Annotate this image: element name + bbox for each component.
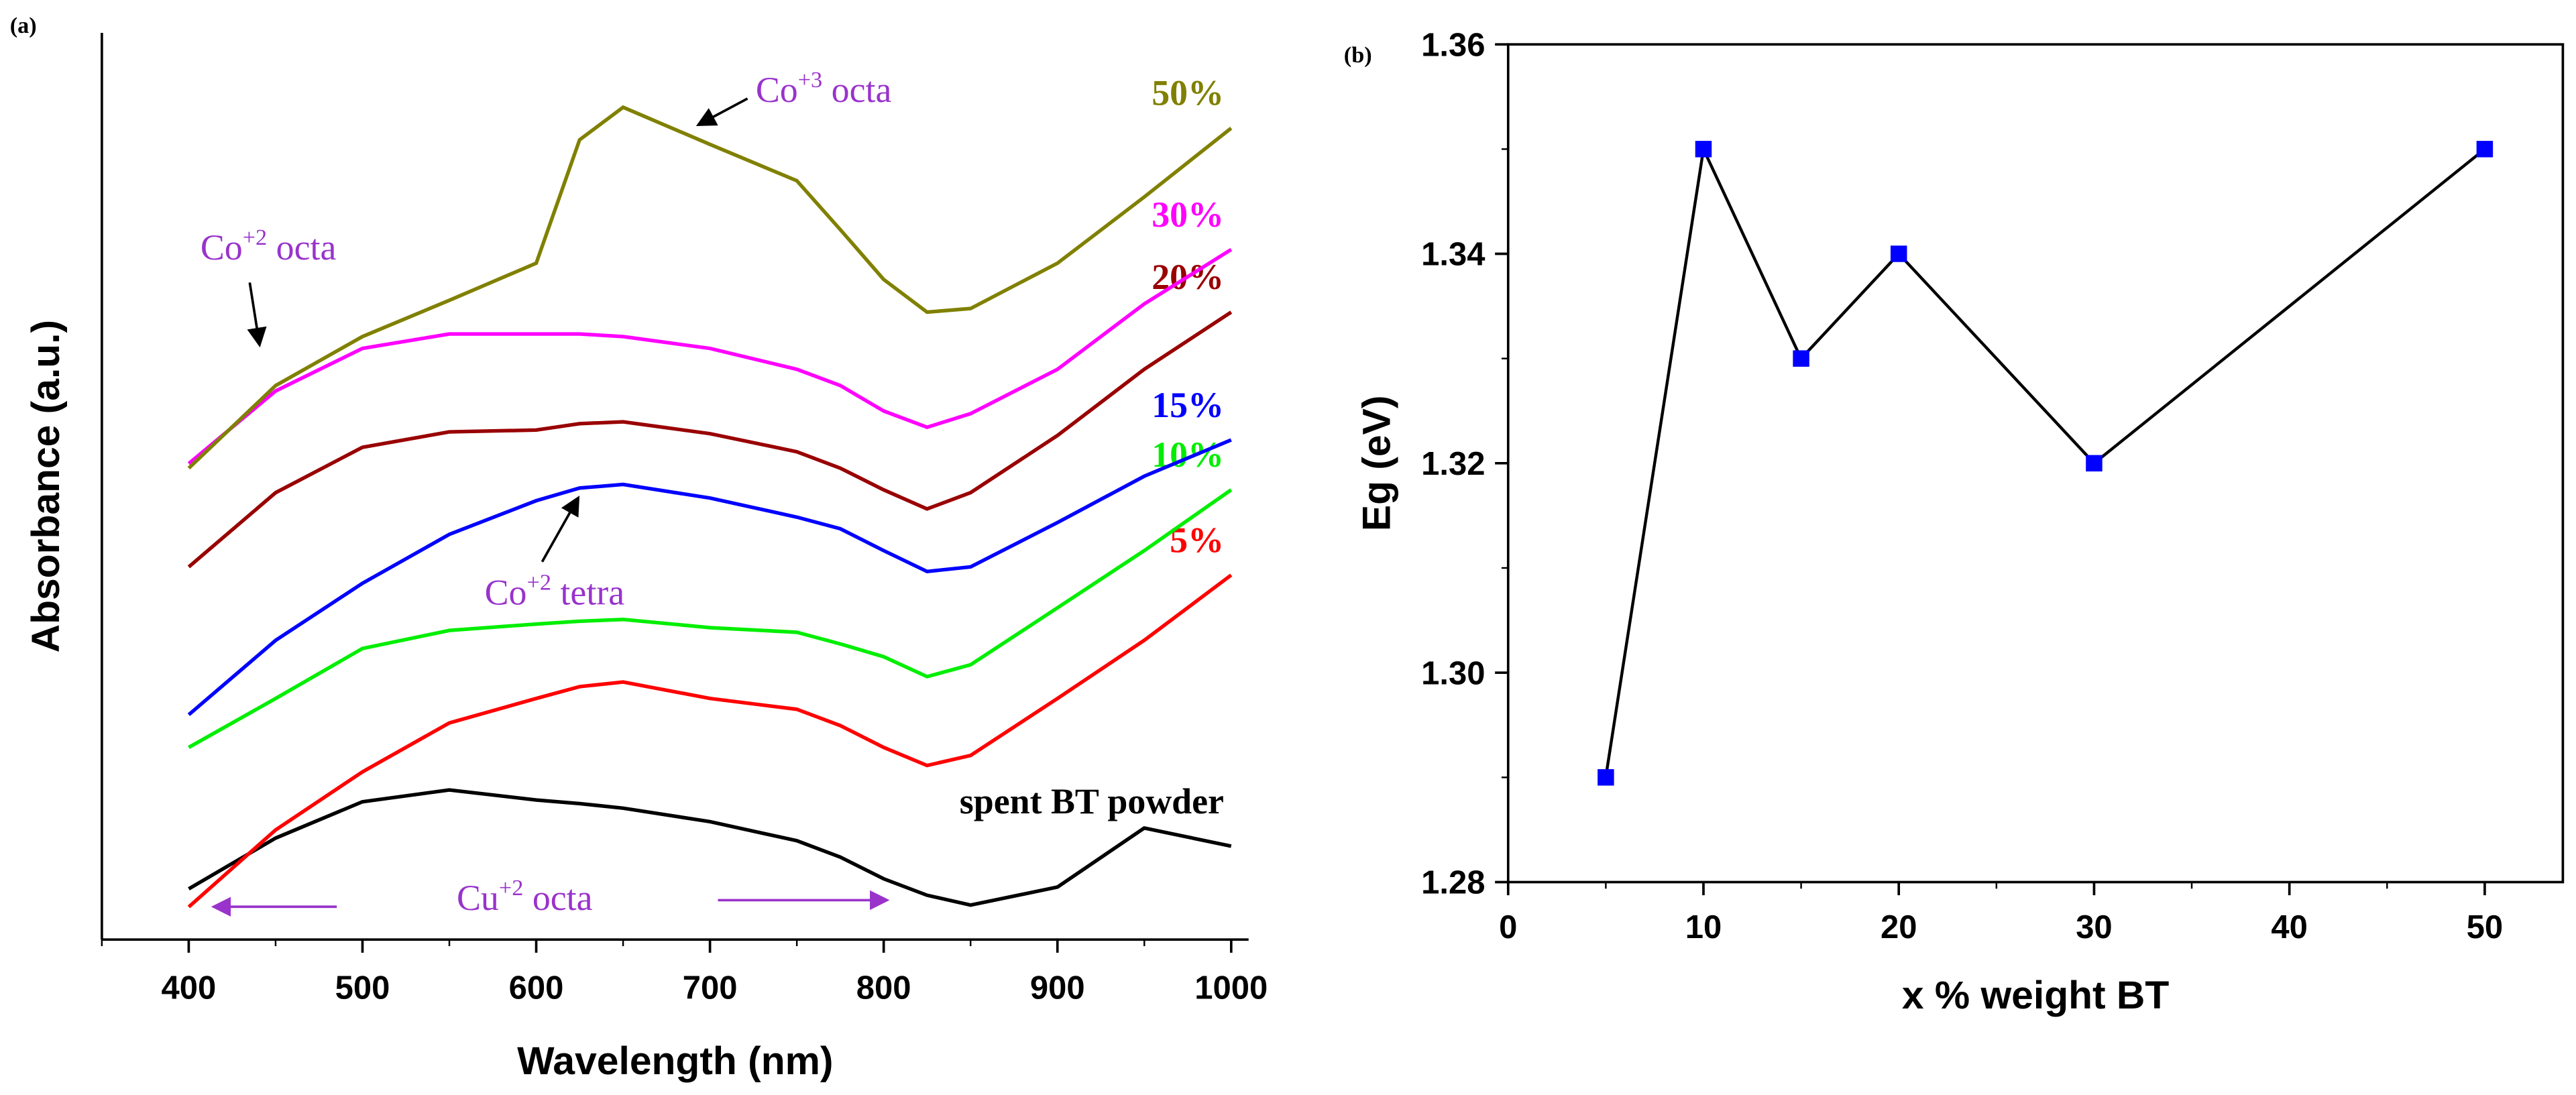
x-tick-label: 50 <box>2467 909 2504 945</box>
x-tick-label: 30 <box>2076 909 2113 945</box>
annotation-rest: tetra <box>551 573 624 613</box>
series-label: spent BT powder <box>960 781 1224 821</box>
series-label: 15% <box>1152 385 1224 425</box>
plot-frame <box>1506 43 2565 884</box>
x-axis-title: x % weight BT <box>1902 974 2170 1017</box>
x-tick-label: 600 <box>509 970 564 1006</box>
y-axis-title: Eg (eV) <box>1355 396 1398 532</box>
annotation: Co+2 octa <box>201 225 337 268</box>
y-tick-label: 1.30 <box>1421 655 1485 691</box>
panel-label: (a) <box>10 13 37 38</box>
x-tick-label: 400 <box>162 970 217 1006</box>
arrow <box>541 496 580 563</box>
x-tick-label: 0 <box>1499 909 1517 945</box>
annotation: Co+3 octa <box>756 67 892 110</box>
x-tick-label: 40 <box>2271 909 2308 945</box>
point <box>1793 350 1809 367</box>
point <box>1890 245 1907 262</box>
y-tick-label: 1.32 <box>1421 446 1485 482</box>
point <box>2086 455 2103 472</box>
series-line <box>187 573 1233 909</box>
y-tick-label: 1.36 <box>1421 27 1485 63</box>
series-line <box>188 488 1233 749</box>
point <box>1695 141 1712 158</box>
x-axis-title: Wavelength (nm) <box>517 1039 833 1083</box>
series-label: 30% <box>1152 194 1224 235</box>
x-tick-label: 20 <box>1881 909 1917 945</box>
series-line <box>187 247 1233 465</box>
arrow <box>247 282 267 348</box>
connecting-line <box>1604 143 2486 778</box>
series-line <box>188 788 1232 907</box>
annotation-sup: +3 <box>798 67 822 93</box>
annotation-rest: octa <box>523 878 592 918</box>
point <box>2476 141 2494 158</box>
annotation-base: Co <box>756 70 798 110</box>
x-tick-label: 10 <box>1685 909 1722 945</box>
annotation-base: Co <box>201 227 243 268</box>
y-axis-title: Absorbance (a.u.) <box>24 320 68 652</box>
series-line <box>187 105 1233 470</box>
annotation-sup: +2 <box>499 875 523 901</box>
annotation: Co+2 tetra <box>485 569 625 612</box>
arrow <box>695 97 748 126</box>
annotation-base: Co <box>485 573 527 613</box>
annotation-sup: +2 <box>243 225 267 250</box>
annotation-rest: octa <box>267 227 336 268</box>
x-tick-label: 1000 <box>1194 970 1268 1006</box>
x-tick-label: 700 <box>683 970 738 1006</box>
annotation-base: Cu <box>457 878 499 918</box>
series-line <box>187 438 1232 716</box>
y-tick-label: 1.34 <box>1421 237 1485 273</box>
y-tick-label: 1.28 <box>1421 865 1485 901</box>
x-tick-label: 800 <box>856 970 911 1006</box>
annotation: Cu+2 octa <box>457 875 593 918</box>
series-label: 50% <box>1152 73 1224 113</box>
x-tick-label: 900 <box>1030 970 1085 1006</box>
annotation-sup: +2 <box>527 569 551 595</box>
point <box>1598 769 1614 786</box>
x-tick-label: 500 <box>335 970 390 1006</box>
series-line <box>187 310 1233 569</box>
panel-label: (b) <box>1344 42 1372 68</box>
annotation-rest: octa <box>822 70 891 110</box>
